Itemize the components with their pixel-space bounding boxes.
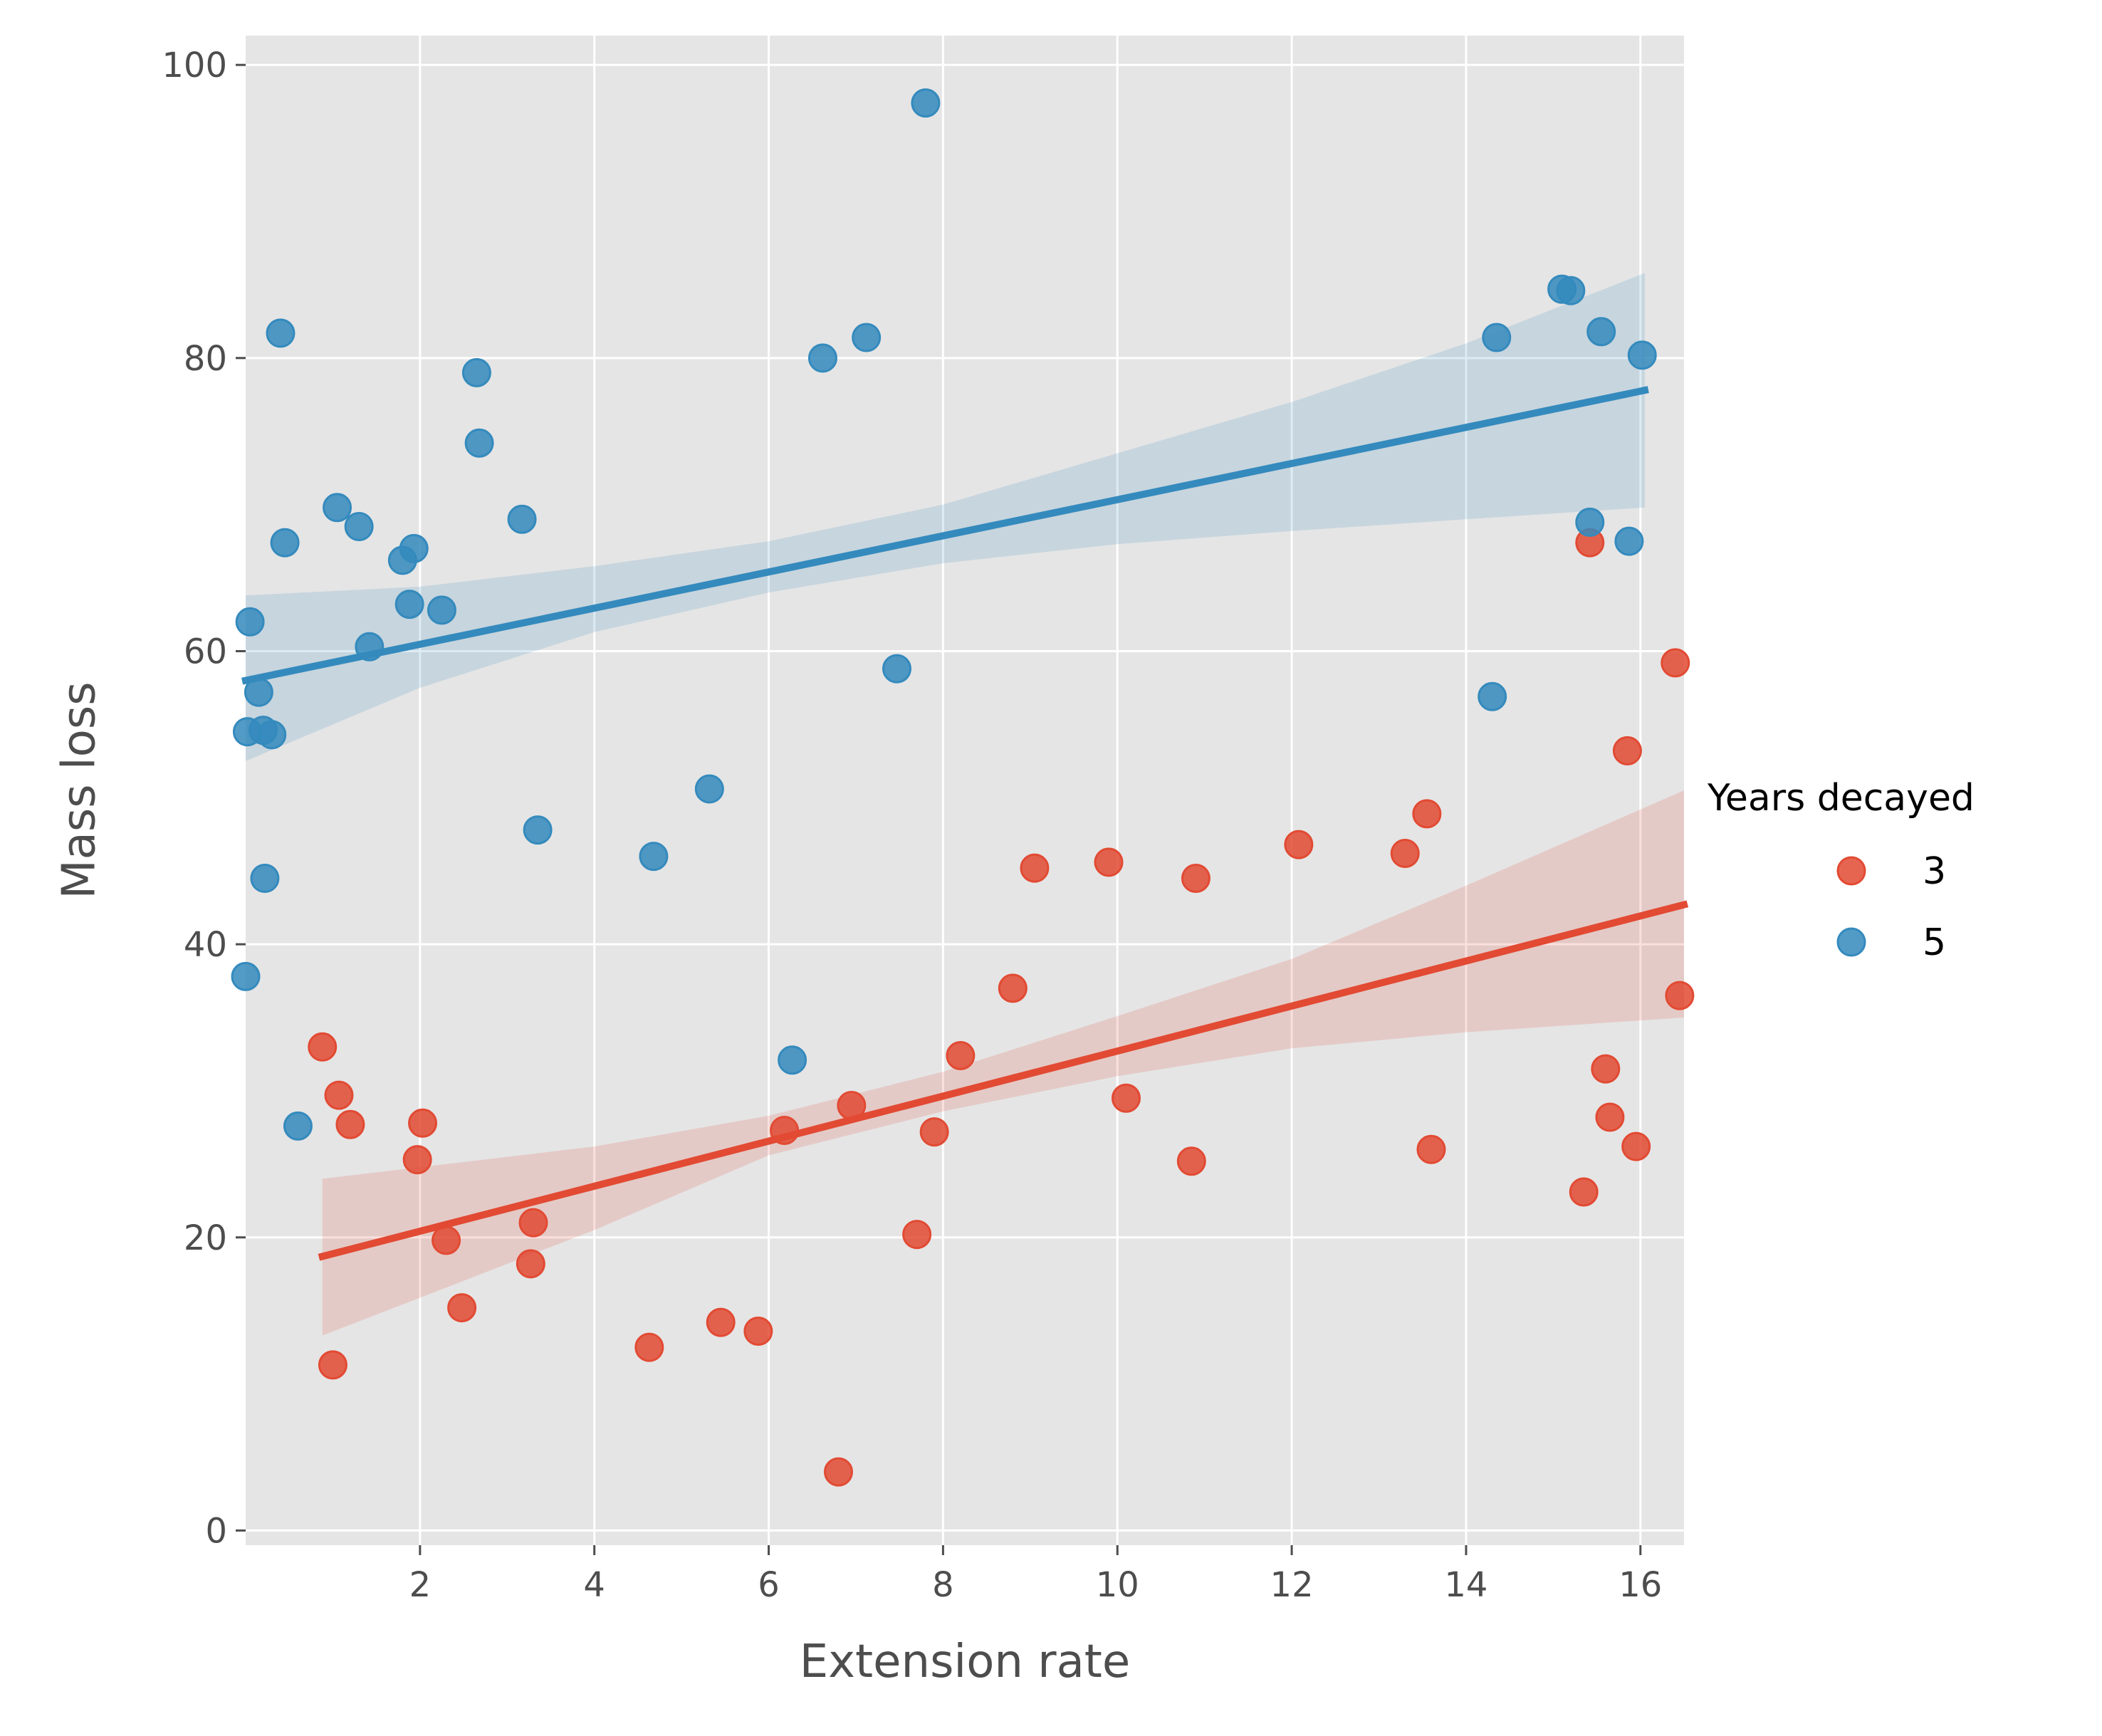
point-series-5 bbox=[270, 528, 300, 558]
point-series-5 bbox=[464, 428, 494, 458]
point-series-3 bbox=[946, 1041, 976, 1071]
point-series-3 bbox=[1111, 1083, 1141, 1113]
point-series-3 bbox=[902, 1220, 932, 1250]
point-series-5 bbox=[807, 343, 837, 373]
point-series-5 bbox=[235, 607, 265, 637]
point-series-5 bbox=[639, 842, 669, 872]
x-tick-label: 2 bbox=[409, 1565, 432, 1605]
y-tick-label: 80 bbox=[184, 339, 227, 379]
point-series-3 bbox=[998, 973, 1028, 1003]
confidence-bands bbox=[246, 273, 1684, 1336]
point-series-5 bbox=[283, 1111, 313, 1141]
x-tick-label: 14 bbox=[1444, 1565, 1487, 1605]
point-series-3 bbox=[408, 1108, 438, 1138]
regression-line-series-5 bbox=[241, 386, 1649, 685]
point-series-5 bbox=[1627, 340, 1657, 370]
legend-marker-series-5 bbox=[1836, 927, 1866, 957]
point-series-5 bbox=[461, 357, 491, 387]
point-series-3 bbox=[1591, 1054, 1621, 1084]
legend-title: Years decayed bbox=[1707, 777, 1975, 820]
point-series-5 bbox=[394, 590, 424, 619]
y-tick-label: 40 bbox=[184, 925, 227, 965]
point-series-3 bbox=[706, 1307, 736, 1337]
point-series-3 bbox=[1621, 1131, 1651, 1161]
point-series-3 bbox=[919, 1117, 949, 1147]
point-series-3 bbox=[402, 1145, 432, 1175]
x-axis-label: Extension rate bbox=[800, 1636, 1131, 1688]
ci-band-series-5 bbox=[246, 273, 1645, 761]
y-axis-label: Mass loss bbox=[53, 681, 105, 899]
point-series-3 bbox=[335, 1109, 365, 1139]
point-series-5 bbox=[507, 504, 537, 534]
point-series-5 bbox=[1575, 507, 1605, 537]
point-series-5 bbox=[911, 88, 941, 118]
point-series-5 bbox=[523, 815, 553, 845]
legend-label-series-5: 5 bbox=[1923, 921, 1946, 964]
axes: 2 4 6 8 10 12 14 16 0 20 40 60 80 100 bbox=[162, 46, 1662, 1605]
point-series-5 bbox=[399, 533, 429, 563]
x-tick-label: 8 bbox=[932, 1565, 954, 1605]
point-series-3 bbox=[743, 1316, 773, 1346]
point-series-3 bbox=[1181, 863, 1211, 893]
point-series-5 bbox=[257, 720, 287, 750]
point-series-3 bbox=[1020, 853, 1050, 883]
point-series-3 bbox=[1390, 839, 1420, 869]
point-series-3 bbox=[518, 1208, 548, 1238]
x-tick-label: 10 bbox=[1096, 1565, 1139, 1605]
point-series-3 bbox=[324, 1080, 354, 1110]
point-series-5 bbox=[694, 774, 724, 804]
legend-marker-series-3 bbox=[1836, 856, 1866, 886]
scatter-points bbox=[231, 88, 1695, 1487]
point-series-5 bbox=[344, 512, 374, 542]
point-series-5 bbox=[427, 595, 456, 625]
point-series-5 bbox=[266, 318, 296, 348]
ci-band-series-3 bbox=[322, 790, 1684, 1336]
y-tick-label: 20 bbox=[184, 1218, 227, 1258]
point-series-3 bbox=[318, 1350, 347, 1380]
point-series-3 bbox=[1094, 847, 1124, 877]
point-series-3 bbox=[516, 1249, 545, 1279]
regression-line-series-3 bbox=[318, 900, 1689, 1261]
point-series-5 bbox=[882, 654, 912, 684]
point-series-5 bbox=[323, 493, 352, 523]
point-series-5 bbox=[1556, 276, 1586, 305]
point-series-5 bbox=[778, 1045, 807, 1075]
point-series-5 bbox=[250, 863, 280, 893]
y-tick-label: 0 bbox=[205, 1511, 227, 1551]
point-series-3 bbox=[1665, 981, 1695, 1010]
y-tick-label: 100 bbox=[162, 46, 227, 85]
regression-lines bbox=[241, 386, 1689, 1261]
point-series-3 bbox=[1416, 1134, 1446, 1164]
point-series-3 bbox=[308, 1032, 338, 1062]
plot-background bbox=[246, 36, 1684, 1545]
point-series-5 bbox=[1614, 526, 1644, 556]
grid bbox=[246, 36, 1684, 1545]
x-tick-label: 4 bbox=[583, 1565, 605, 1605]
point-series-3 bbox=[1661, 648, 1690, 678]
x-tick-label: 16 bbox=[1619, 1565, 1662, 1605]
point-series-3 bbox=[1569, 1177, 1599, 1207]
x-tick-label: 6 bbox=[758, 1565, 780, 1605]
point-series-3 bbox=[1284, 830, 1314, 859]
y-tick-label: 60 bbox=[184, 632, 227, 671]
point-series-5 bbox=[1482, 323, 1512, 352]
point-series-3 bbox=[634, 1332, 664, 1362]
point-series-3 bbox=[447, 1293, 477, 1323]
point-series-5 bbox=[852, 323, 882, 352]
point-series-5 bbox=[231, 961, 261, 991]
legend: Years decayed 3 5 bbox=[1707, 777, 1975, 964]
point-series-5 bbox=[1586, 317, 1616, 347]
point-series-3 bbox=[1612, 736, 1642, 765]
point-series-5 bbox=[1478, 681, 1507, 711]
point-series-3 bbox=[1412, 799, 1442, 829]
legend-label-series-3: 3 bbox=[1923, 850, 1946, 893]
point-series-3 bbox=[432, 1225, 461, 1255]
point-series-3 bbox=[823, 1457, 853, 1487]
point-series-3 bbox=[1176, 1146, 1206, 1176]
point-series-3 bbox=[1595, 1102, 1625, 1132]
x-tick-label: 12 bbox=[1270, 1565, 1314, 1605]
